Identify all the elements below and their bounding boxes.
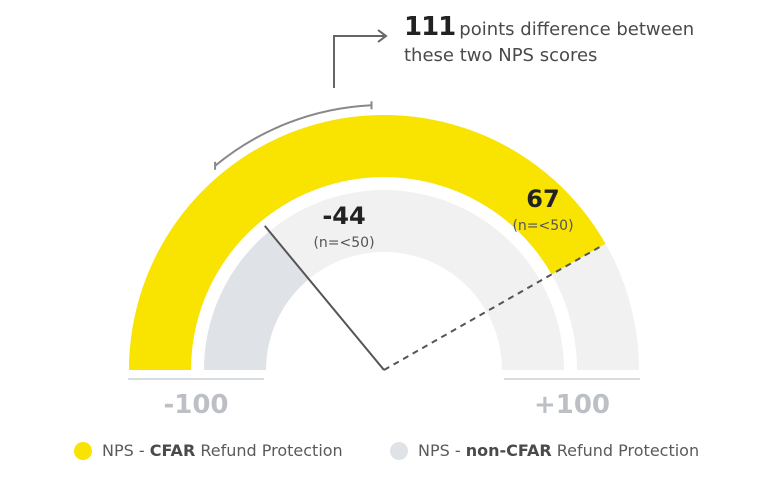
non-cfar-track [204, 190, 564, 370]
difference-annotation: 111 points difference between these two N… [404, 14, 694, 69]
legend-label-cfar-suffix: Refund Protection [195, 441, 343, 460]
legend-item-non-cfar: NPS - non-CFAR Refund Protection [390, 441, 699, 460]
non-cfar-n-label: (n=<50) [313, 235, 374, 251]
legend-label-non-cfar-bold: non-CFAR [465, 441, 552, 460]
difference-text-line2: these two NPS scores [404, 45, 598, 66]
difference-text-line1: points difference between [459, 19, 695, 40]
callout-arrowhead [377, 29, 388, 43]
legend-label-cfar-bold: CFAR [149, 441, 196, 460]
legend-swatch-cfar [74, 441, 92, 460]
difference-bracket [214, 104, 372, 167]
difference-value: 111 [404, 12, 456, 42]
cfar-value-arc [129, 114, 606, 370]
max-tick-label: +100 [534, 390, 610, 420]
non-cfar-value-label: -44 [322, 202, 365, 230]
legend-swatch-non-cfar [390, 441, 408, 460]
non-cfar-needle [264, 225, 385, 371]
cfar-needle [383, 245, 601, 371]
min-tick-label: -100 [163, 390, 228, 420]
cfar-value-label: 67 [526, 185, 559, 213]
legend-label-non-cfar-suffix: Refund Protection [551, 441, 700, 460]
legend-label-non-cfar-prefix: NPS - [418, 441, 466, 460]
legend-item-cfar: NPS - CFAR Refund Protection [74, 441, 343, 460]
callout-line [333, 35, 384, 88]
cfar-n-label: (n=<50) [512, 218, 573, 234]
non-cfar-value-arc [204, 231, 309, 370]
legend-label-cfar-prefix: NPS - [102, 441, 150, 460]
